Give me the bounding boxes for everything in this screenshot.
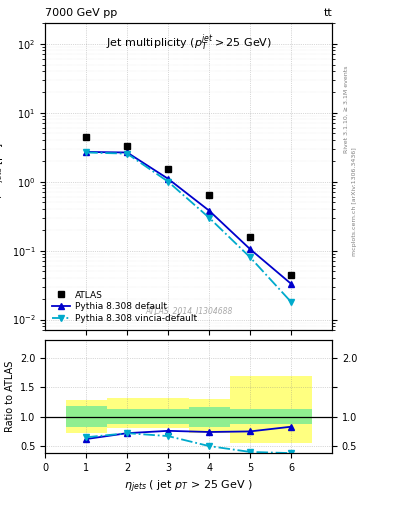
Text: ATLAS_2014_I1304688: ATLAS_2014_I1304688 <box>145 306 232 315</box>
Pythia 8.308 vincia-default <box>248 254 252 261</box>
ATLAS <box>166 165 171 172</box>
Text: mcplots.cern.ch [arXiv:1306.3436]: mcplots.cern.ch [arXiv:1306.3436] <box>352 147 357 255</box>
Line: Pythia 8.308 vincia-default: Pythia 8.308 vincia-default <box>83 150 294 305</box>
Line: ATLAS: ATLAS <box>83 133 295 279</box>
ATLAS <box>125 143 130 149</box>
ATLAS <box>207 191 211 198</box>
ATLAS <box>248 234 252 241</box>
Pythia 8.308 vincia-default <box>207 215 211 221</box>
Pythia 8.308 default <box>248 246 252 252</box>
X-axis label: $\eta_{jets}$ ( jet $p_T$ > 25 GeV ): $\eta_{jets}$ ( jet $p_T$ > 25 GeV ) <box>124 478 253 495</box>
Pythia 8.308 default <box>125 150 130 156</box>
Pythia 8.308 vincia-default <box>289 299 294 305</box>
Y-axis label: d$\sigma$/d$n_{jets}$ [pb]: d$\sigma$/d$n_{jets}$ [pb] <box>0 142 6 211</box>
Line: Pythia 8.308 default: Pythia 8.308 default <box>83 149 294 287</box>
Text: tt: tt <box>323 8 332 18</box>
Legend: ATLAS, Pythia 8.308 default, Pythia 8.308 vincia-default: ATLAS, Pythia 8.308 default, Pythia 8.30… <box>50 288 200 326</box>
Y-axis label: Ratio to ATLAS: Ratio to ATLAS <box>5 361 15 433</box>
Pythia 8.308 vincia-default <box>125 151 130 157</box>
ATLAS <box>84 134 88 140</box>
Pythia 8.308 default <box>84 149 88 155</box>
Text: 7000 GeV pp: 7000 GeV pp <box>45 8 118 18</box>
Pythia 8.308 default <box>207 207 211 214</box>
Pythia 8.308 default <box>166 176 171 182</box>
Pythia 8.308 vincia-default <box>166 179 171 185</box>
Text: Rivet 3.1.10, ≥ 3.1M events: Rivet 3.1.10, ≥ 3.1M events <box>344 66 349 153</box>
Text: Jet multiplicity ($p_T^{jet}>$25 GeV): Jet multiplicity ($p_T^{jet}>$25 GeV) <box>106 32 272 53</box>
Pythia 8.308 default <box>289 281 294 287</box>
Pythia 8.308 vincia-default <box>84 150 88 156</box>
ATLAS <box>289 272 294 278</box>
